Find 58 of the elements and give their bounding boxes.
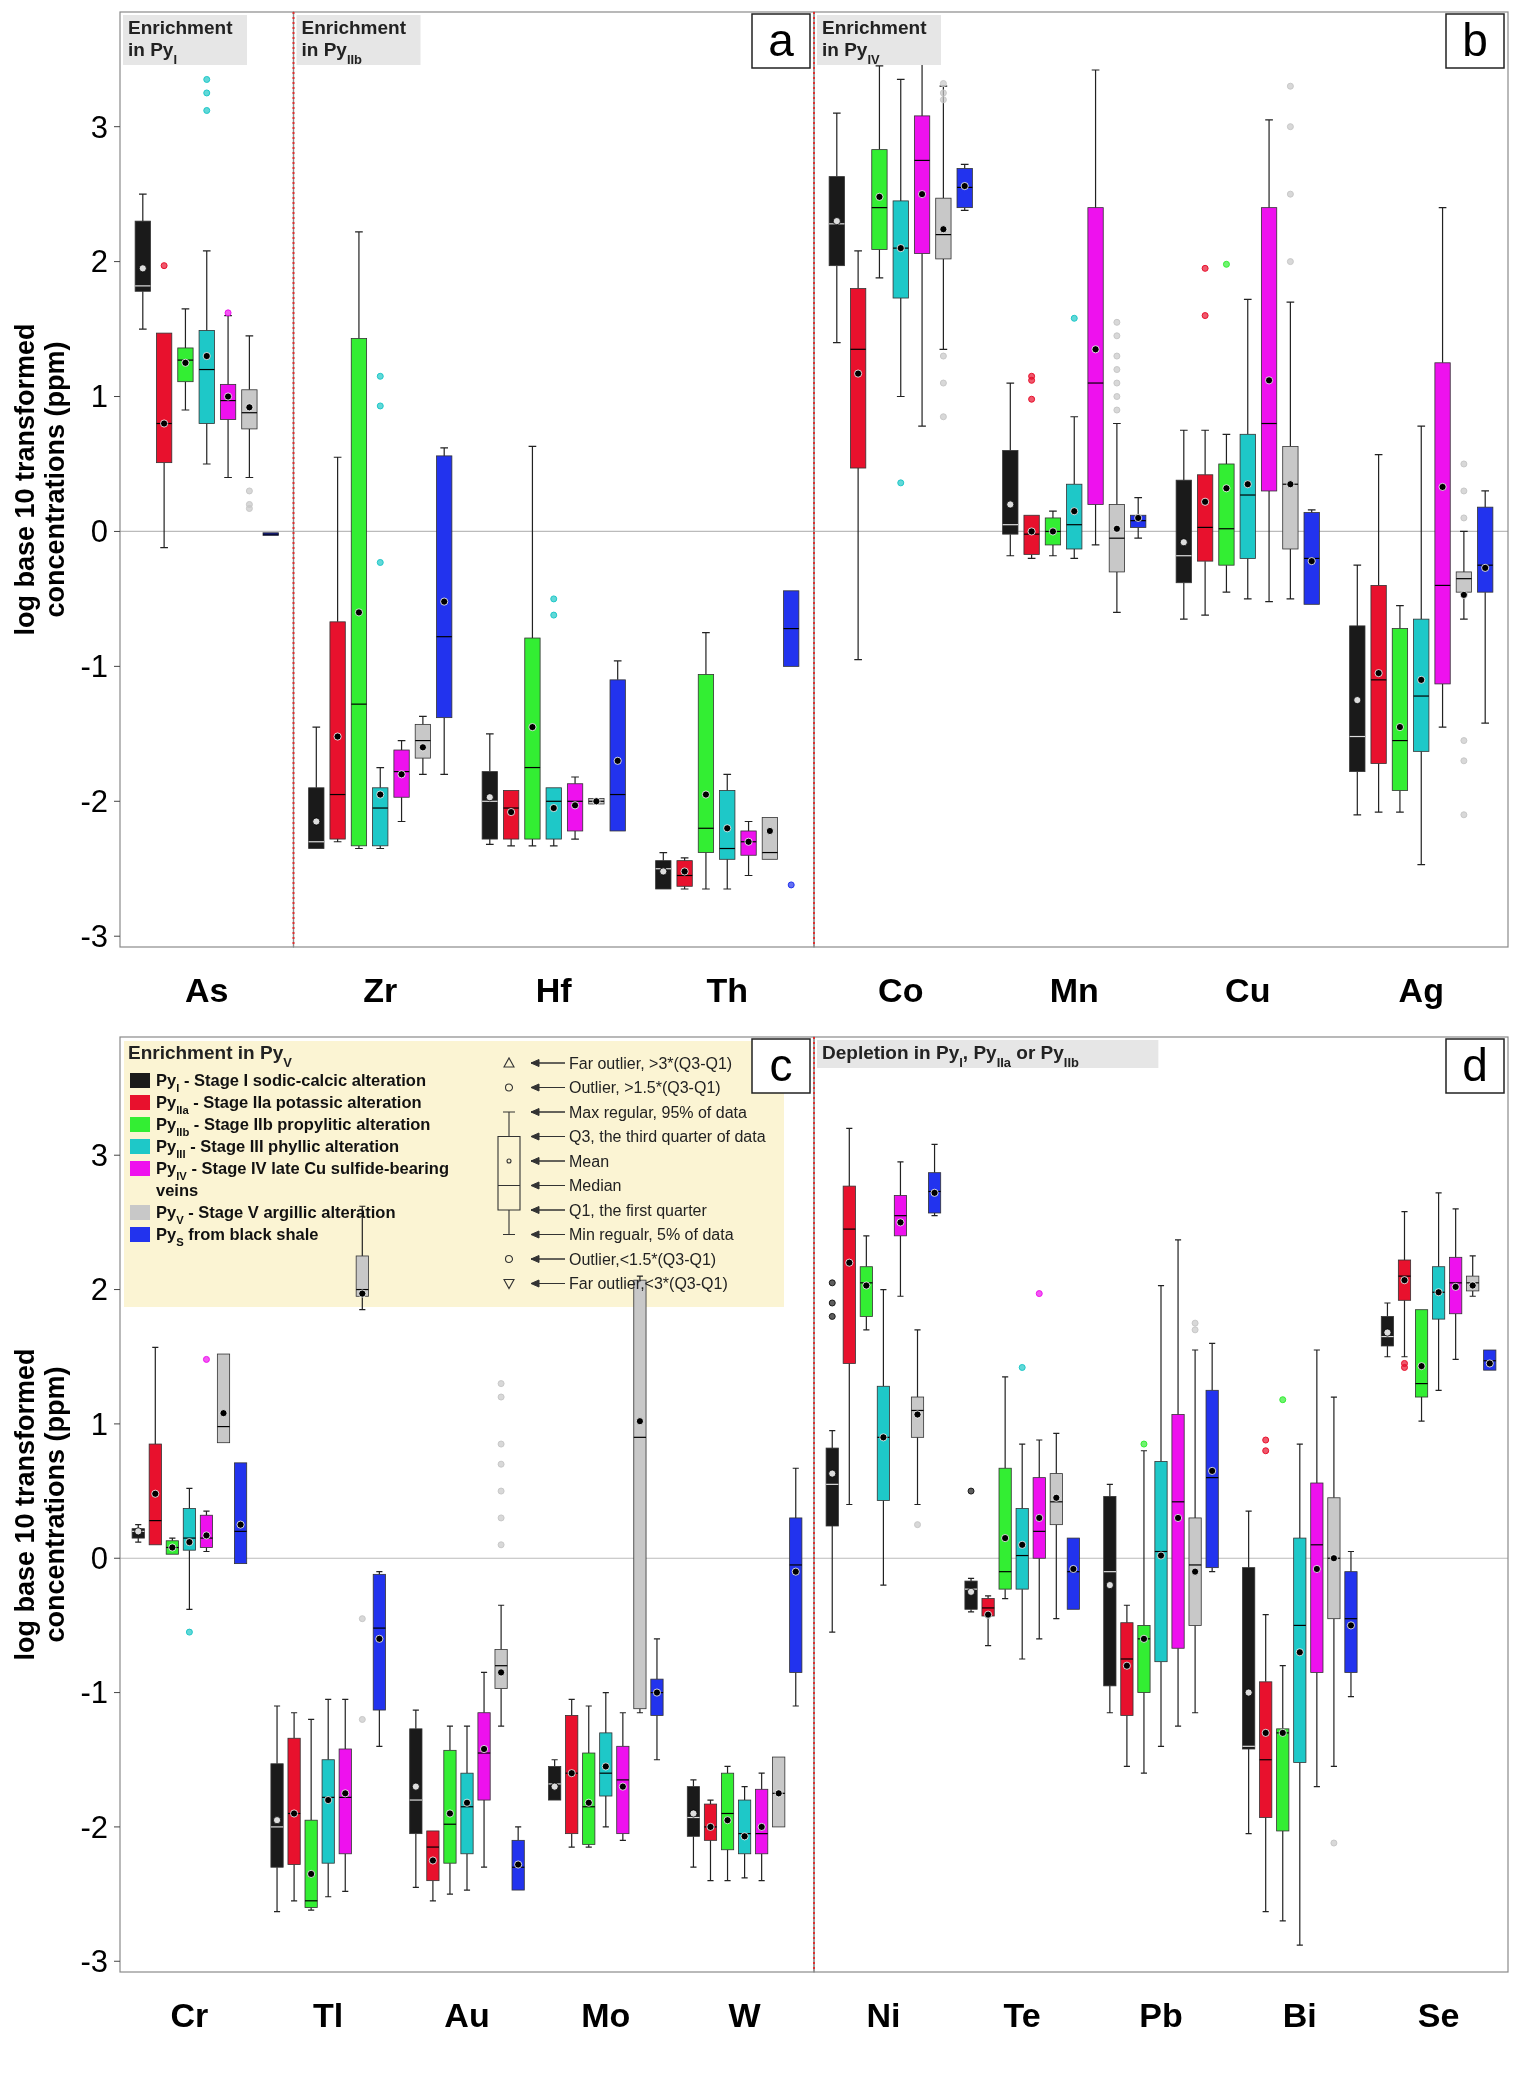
- annotation: Min regualr, 5% of data: [569, 1226, 734, 1244]
- x-tick-label: Mo: [581, 1996, 631, 2034]
- x-tick-label: Cr: [170, 1996, 209, 2034]
- x-tick-label: Tl: [313, 1996, 344, 2034]
- chart-title: a: [768, 14, 795, 66]
- y-tick-label: -3: [80, 919, 108, 955]
- x-tick-label: Au: [444, 1996, 490, 2034]
- x-tick-label: Bi: [1282, 1996, 1317, 2034]
- x-tick-label: Th: [706, 971, 749, 1009]
- y-tick-label: -2: [80, 784, 108, 820]
- y-tick-label: 0: [90, 1541, 108, 1577]
- x-tick-label: Mn: [1049, 971, 1099, 1009]
- y-tick-label: 1: [90, 379, 108, 415]
- chart-title: c: [769, 1039, 793, 1091]
- annotation: Enrichment in Py$_{I}$: [128, 17, 234, 67]
- legend-label: Py$_{S}$ from black shale: [156, 1225, 319, 1248]
- annotation: Q1, the first quarter: [569, 1201, 708, 1219]
- y-tick-label: 3: [90, 109, 108, 145]
- legend-label: Py$_{IIa}$ - Stage IIa potassic alteration: [156, 1093, 422, 1116]
- x-tick-label: Hf: [535, 971, 573, 1009]
- x-tick-label: Ag: [1398, 971, 1444, 1009]
- y-tick-label: 0: [90, 514, 108, 550]
- annotation: Median: [569, 1177, 622, 1195]
- annotation: Enrichment in Py$_{V}$: [128, 1042, 293, 1070]
- legend-label: Py$_{I}$ - Stage I sodic-calcic alteration: [156, 1071, 426, 1094]
- annotation: Q3, the third quarter of data: [569, 1128, 766, 1146]
- x-tick-label: Co: [878, 971, 924, 1009]
- y-tick-label: -1: [80, 1675, 108, 1711]
- x-tick-label: As: [185, 971, 229, 1009]
- annotation: Outlier, >1.5*(Q3-Q1): [569, 1079, 721, 1097]
- annotation: Outlier,<1.5*(Q3-Q1): [569, 1250, 717, 1268]
- y-tick-label: -1: [80, 649, 108, 685]
- legend-label: Py$_{IIb}$ - Stage IIb propylitic alteration: [156, 1115, 431, 1138]
- y-tick-label: 1: [90, 1406, 108, 1442]
- legend-label: Py$_{III}$ - Stage III phyllic alteration: [156, 1137, 400, 1160]
- legend-label: Py$_{IV}$ - Stage IV late Cu sulfide-bearing veins: [156, 1159, 450, 1199]
- chart-title: b: [1462, 14, 1488, 66]
- chart-title: d: [1462, 1039, 1488, 1091]
- annotation: Far outlier, >3*(Q3-Q1): [569, 1054, 733, 1072]
- x-tick-label: Pb: [1139, 1996, 1183, 2034]
- y-tick-label: 3: [90, 1138, 108, 1174]
- annotation: Max regular, 95% of data: [569, 1103, 747, 1121]
- x-tick-label: Te: [1003, 1996, 1041, 2034]
- x-tick-label: Cu: [1225, 971, 1271, 1009]
- x-tick-label: Se: [1417, 1996, 1460, 2034]
- annotation: Enrichment in Py$_{IV}$: [822, 17, 928, 67]
- annotation: Mean: [569, 1152, 610, 1170]
- y-tick-label: 2: [90, 244, 108, 280]
- y-tick-label: -2: [80, 1809, 108, 1845]
- y-tick-label: -3: [80, 1944, 108, 1980]
- x-tick-label: Ni: [866, 1996, 901, 2034]
- x-tick-label: W: [728, 1996, 762, 2034]
- y-tick-label: 2: [90, 1272, 108, 1308]
- annotation: Enrichment in Py$_{IIb}$: [301, 17, 407, 67]
- annotation: Depletion in Py$_{I}$, Py$_{IIa}$ or Py$_{IIb}$: [822, 1042, 1079, 1070]
- y-axis-title: log base 10 transformed concentrations (ppm): [10, 1348, 70, 1661]
- y-axis-title: log base 10 transformed concentrations (ppm): [10, 323, 70, 636]
- x-tick-label: Zr: [363, 971, 398, 1009]
